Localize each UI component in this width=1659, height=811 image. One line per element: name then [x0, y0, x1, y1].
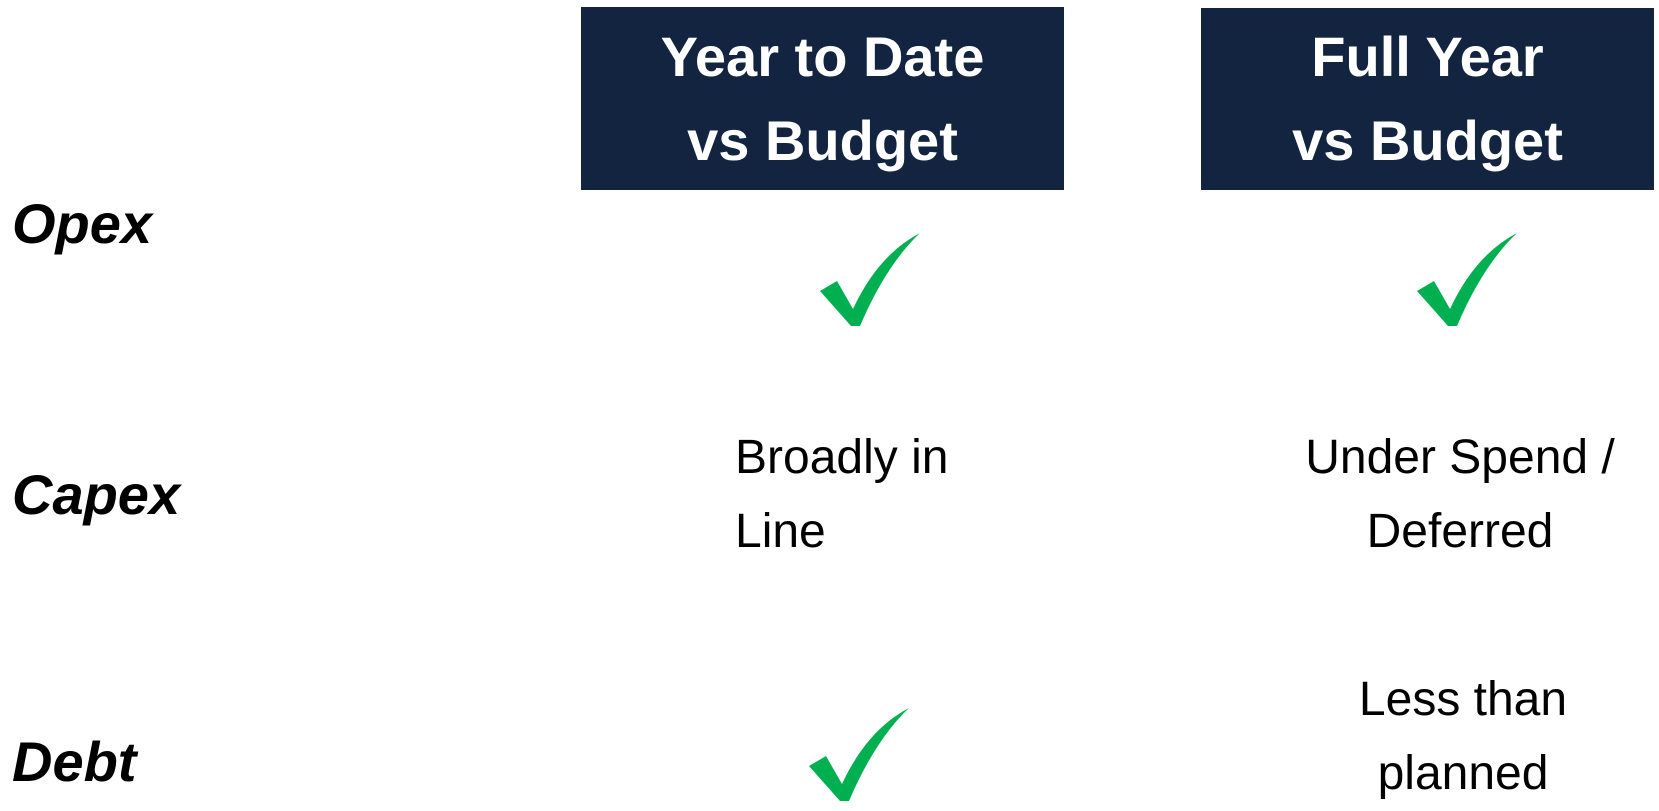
row-label: Opex — [12, 192, 153, 255]
check-icon — [1417, 233, 1517, 326]
cell-line: Broadly in — [735, 431, 949, 484]
check-icon — [809, 708, 909, 801]
column-header: Year to Date vs Budget — [581, 7, 1064, 190]
cell-line: Under Spend / — [1305, 431, 1615, 484]
cell-line: planned — [1377, 747, 1549, 800]
column-header: Full Year vs Budget — [1201, 8, 1654, 190]
check-icon — [820, 233, 920, 326]
header-line: Full Year — [1311, 25, 1544, 88]
cell-line: Less than — [1358, 673, 1568, 726]
cell-text: Under Spend / Deferred — [1260, 421, 1659, 569]
header-line: vs Budget — [687, 108, 958, 172]
row-label: Capex — [12, 463, 181, 526]
cell-line: Deferred — [1366, 505, 1554, 558]
header-line: Year to Date — [660, 24, 985, 88]
cell-text: Broadly in Line — [735, 421, 948, 569]
row-label: Debt — [12, 730, 137, 793]
cell-line: Line — [735, 505, 826, 558]
cell-text: Less than planned — [1263, 663, 1659, 811]
header-line: vs Budget — [1292, 109, 1563, 172]
